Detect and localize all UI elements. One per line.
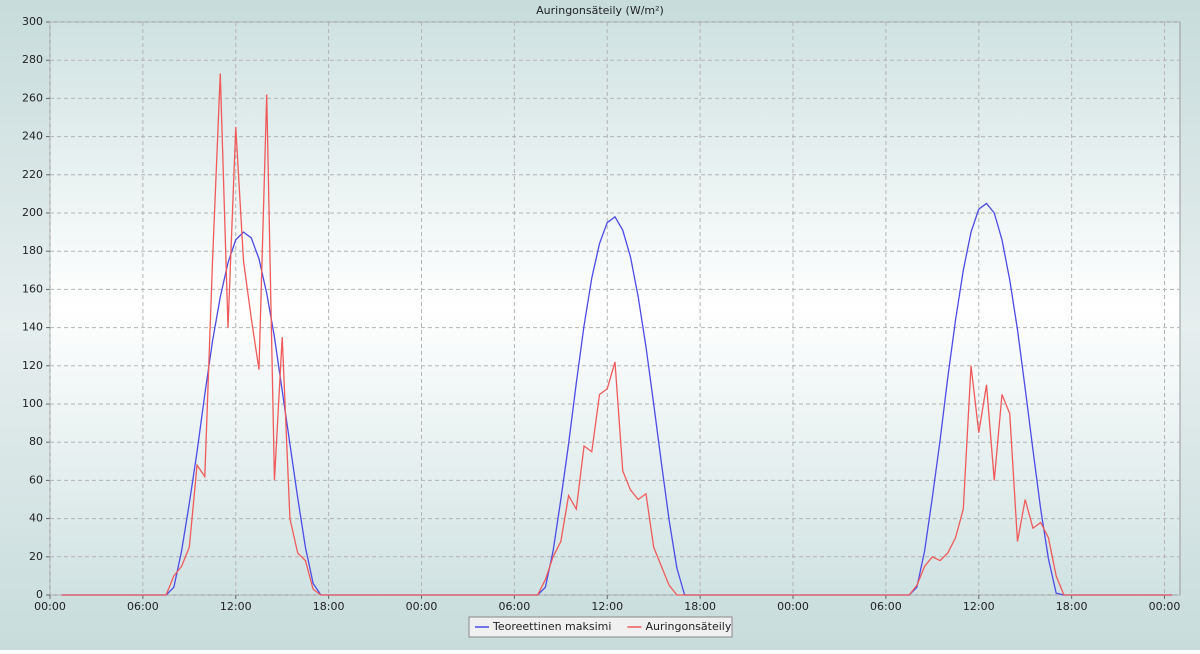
y-tick-label: 200 [22,206,43,219]
y-tick-label: 20 [29,550,43,563]
y-tick-label: 260 [22,91,43,104]
x-tick-label: 12:00 [220,600,252,613]
y-tick-label: 0 [36,588,43,601]
chart-title: Auringonsäteily (W/m²) [536,4,664,17]
x-tick-label: 00:00 [34,600,66,613]
y-tick-label: 240 [22,130,43,143]
y-tick-label: 160 [22,282,43,295]
x-tick-label: 00:00 [406,600,438,613]
x-tick-label: 06:00 [499,600,531,613]
y-tick-label: 280 [22,53,43,66]
x-tick-label: 12:00 [963,600,995,613]
y-tick-label: 140 [22,321,43,334]
data-line [61,73,1173,596]
legend-label: Auringonsäteily [645,620,731,633]
y-tick-label: 220 [22,168,43,181]
legend-box [468,616,733,638]
x-tick-label: 06:00 [127,600,159,613]
legend-label: Teoreettinen maksimi [492,620,611,633]
y-tick-label: 120 [22,359,43,372]
y-tick-label: 40 [29,512,43,525]
x-tick-label: 18:00 [1056,600,1088,613]
plot-area [49,21,1181,596]
y-tick-label: 100 [22,397,43,410]
x-tick-label: 00:00 [1149,600,1181,613]
y-tick-label: 300 [22,15,43,28]
y-tick-label: 60 [29,473,43,486]
x-tick-label: 12:00 [591,600,623,613]
x-tick-label: 06:00 [870,600,902,613]
x-tick-label: 00:00 [777,600,809,613]
x-tick-label: 18:00 [684,600,716,613]
x-tick-label: 18:00 [313,600,345,613]
y-tick-label: 180 [22,244,43,257]
y-tick-label: 80 [29,435,43,448]
data-line [61,202,1173,596]
